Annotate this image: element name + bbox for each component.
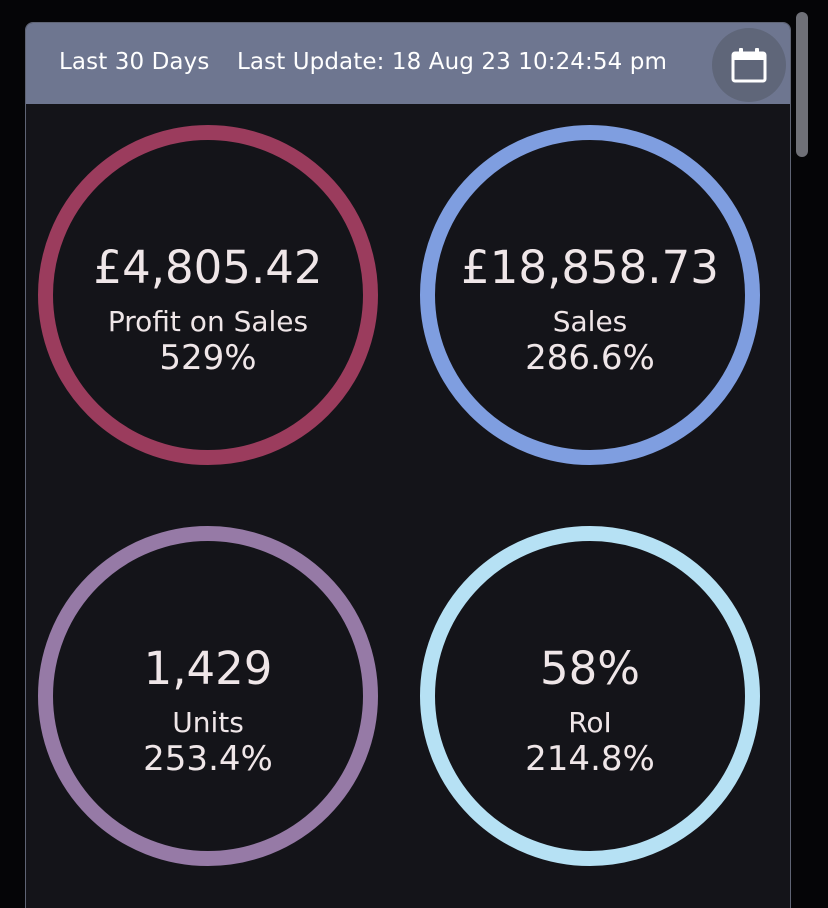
sales-value: £18,858.73 <box>461 241 719 294</box>
roi-percentage: 214.8% <box>525 739 655 779</box>
sales-percentage: 286.6% <box>525 338 655 378</box>
roi-label: RoI <box>568 706 612 739</box>
calendar-icon <box>731 48 767 83</box>
units-metric-circle: 1,429 Units 253.4% <box>38 526 378 866</box>
profit-value: £4,805.42 <box>93 241 323 294</box>
profit-percentage: 529% <box>159 338 257 378</box>
summary-card: Last 30 Days Last Update: 18 Aug 23 10:2… <box>25 22 791 908</box>
calendar-button[interactable] <box>712 28 786 102</box>
summary-header: Last 30 Days Last Update: 18 Aug 23 10:2… <box>26 23 790 104</box>
sales-metric-circle: £18,858.73 Sales 286.6% <box>420 125 760 465</box>
roi-metric-circle: 58% RoI 214.8% <box>420 526 760 866</box>
vertical-scrollbar[interactable] <box>796 12 808 157</box>
units-value: 1,429 <box>143 642 273 695</box>
profit-label: Profit on Sales <box>107 305 309 338</box>
last-update-label: Last Update: 18 Aug 23 10:24:54 pm <box>237 49 667 75</box>
date-range-label: Last 30 Days <box>59 49 210 75</box>
profit-metric-circle: £4,805.42 Profit on Sales 529% <box>38 125 378 465</box>
units-percentage: 253.4% <box>143 739 273 779</box>
roi-value: 58% <box>539 642 641 695</box>
units-label: Units <box>172 706 244 739</box>
sales-label: Sales <box>552 305 628 338</box>
